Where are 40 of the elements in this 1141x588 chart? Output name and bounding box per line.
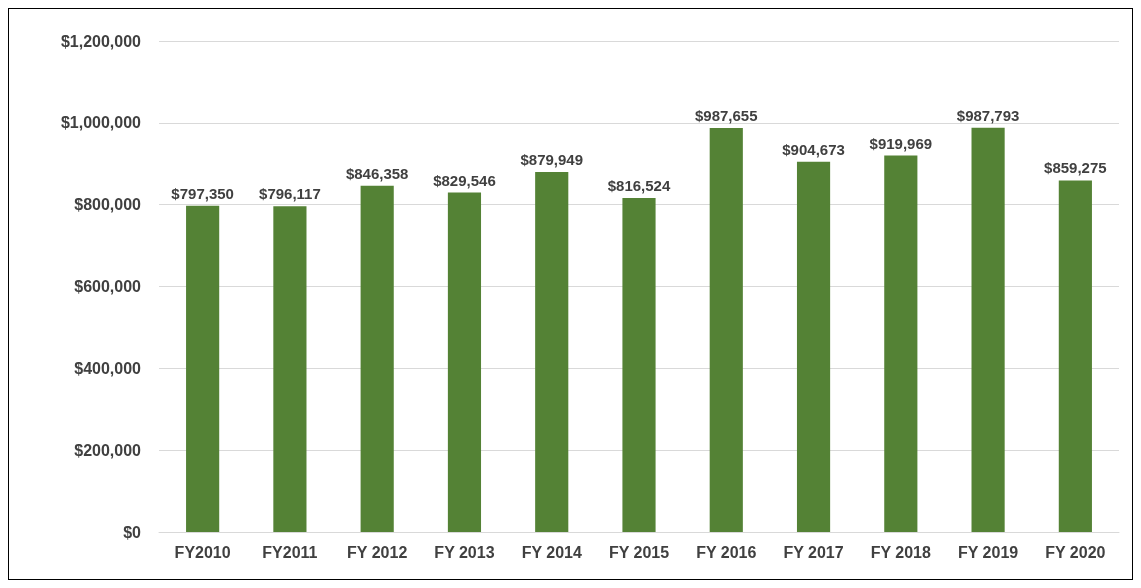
y-tick-label: $600,000	[74, 278, 142, 295]
bar	[622, 197, 656, 532]
y-tick-label: $1,000,000	[60, 114, 142, 132]
data-label: $829,546	[433, 171, 496, 189]
bar	[971, 127, 1005, 532]
x-tick-label: FY 2012	[347, 543, 408, 561]
x-tick-label: FY 2013	[434, 543, 495, 561]
x-tick-label: FY 2016	[696, 543, 757, 561]
data-label: $816,524	[607, 176, 671, 194]
x-tick-label: FY 2020	[1045, 543, 1106, 561]
y-tick-label: $1,200,000	[60, 32, 142, 50]
data-label: $879,949	[520, 150, 584, 168]
y-tick-label: $400,000	[74, 359, 142, 377]
x-tick-label: FY 2019	[957, 543, 1019, 561]
bar	[884, 155, 918, 532]
x-tick-label: FY 2014	[521, 543, 582, 561]
data-label: $859,275	[1044, 159, 1107, 177]
bar	[535, 171, 569, 532]
bar	[1058, 180, 1092, 532]
bar	[273, 206, 307, 532]
data-label: $797,350	[171, 184, 234, 202]
x-tick-label: FY2010	[174, 543, 231, 561]
bar	[447, 192, 482, 532]
y-tick-label: $0	[123, 523, 142, 541]
x-tick-label: FY2011	[262, 543, 318, 561]
data-label: $846,358	[345, 164, 409, 182]
y-tick-label: $800,000	[74, 196, 142, 214]
x-tick-label: FY 2017	[783, 543, 844, 561]
data-label: $904,673	[782, 140, 845, 158]
bar	[709, 127, 743, 532]
data-label: $919,969	[869, 134, 933, 152]
y-tick-label: $200,000	[74, 441, 142, 459]
bar	[360, 185, 394, 532]
data-label: $796,117	[259, 185, 321, 203]
bar	[796, 161, 831, 532]
x-tick-label: FY 2018	[870, 543, 932, 561]
x-tick-label: FY 2015	[608, 543, 670, 561]
bar	[186, 205, 220, 532]
data-label: $987,793	[956, 106, 1020, 124]
data-label: $987,655	[694, 106, 758, 124]
